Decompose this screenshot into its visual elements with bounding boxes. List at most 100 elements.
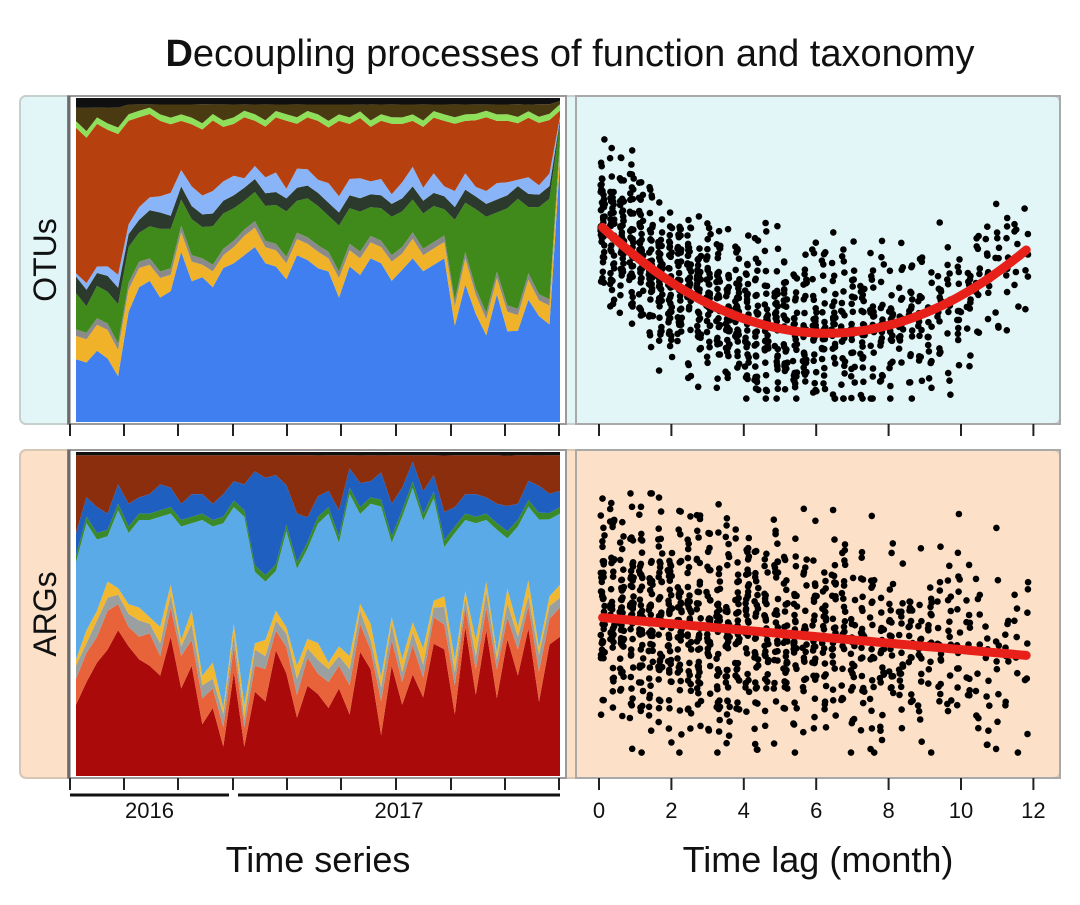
scatter-point <box>636 239 643 246</box>
scatter-point <box>735 360 743 368</box>
scatter-point <box>609 205 616 212</box>
scatter-point <box>847 615 855 623</box>
scatter-point <box>781 386 789 393</box>
scatter-point <box>665 634 673 642</box>
scatter-point <box>647 611 655 619</box>
scatter-point <box>752 609 760 617</box>
scatter-point <box>655 631 662 638</box>
scatter-point <box>628 599 636 606</box>
scatter-point <box>810 337 817 344</box>
scatter-point <box>666 294 674 301</box>
scatter-point <box>774 540 781 547</box>
scatter-point <box>828 592 836 600</box>
scatter-point <box>887 382 894 390</box>
scatter-point <box>628 503 636 511</box>
scatter-point <box>635 679 643 686</box>
scatter-point <box>753 373 761 381</box>
scatter-point <box>780 258 788 265</box>
scatter-point <box>783 658 791 666</box>
scatter-point <box>995 324 1002 331</box>
scatter-point <box>851 379 858 386</box>
scatter-point <box>713 672 721 679</box>
scatter-point <box>754 267 761 275</box>
scatter-point <box>607 303 614 310</box>
scatter-point <box>850 673 858 681</box>
scatter-point <box>607 210 614 217</box>
scatter-point <box>1015 303 1022 310</box>
scatter-point <box>849 283 856 290</box>
scatter-point <box>639 574 646 582</box>
scatter-point <box>764 332 771 339</box>
scatter-point <box>694 672 702 680</box>
scatter-point <box>771 293 778 300</box>
scatter-point <box>618 576 625 584</box>
scatter-point <box>761 247 769 255</box>
scatter-point <box>694 308 702 316</box>
scatter-point <box>674 314 682 321</box>
scatter-point <box>610 260 618 267</box>
scatter-point <box>928 269 935 276</box>
scatter-point <box>723 711 731 718</box>
scatter-point <box>772 619 780 626</box>
scatter-point <box>857 727 865 734</box>
scatter-point <box>667 591 675 599</box>
scatter-point <box>724 644 732 652</box>
scatter-point <box>801 371 809 379</box>
scatter-point <box>658 550 666 557</box>
scatter-point <box>647 559 655 566</box>
scatter-point <box>608 499 615 507</box>
scatter-point <box>694 662 702 670</box>
scatter-point <box>992 309 999 316</box>
scatter-point <box>597 512 605 519</box>
scatter-point <box>880 261 888 268</box>
scatter-point <box>771 610 778 618</box>
scatter-point <box>695 678 702 686</box>
scatter-point <box>774 379 782 386</box>
scatter-point <box>745 688 753 696</box>
scatter-point <box>667 253 674 261</box>
scatter-point <box>754 591 761 599</box>
scatter-point <box>665 697 673 704</box>
scatter-point <box>967 272 974 280</box>
scatter-point <box>783 317 791 324</box>
time-lag-tick-label: 0 <box>593 798 605 823</box>
scatter-point <box>609 688 617 695</box>
scatter-plot-frame <box>575 449 1061 779</box>
scatter-point <box>1002 698 1009 706</box>
scatter-point <box>947 593 955 600</box>
scatter-point <box>859 699 867 707</box>
scatter-point <box>722 673 729 680</box>
scatter-point <box>993 229 1001 236</box>
scatter-point <box>716 278 724 285</box>
scatter-point <box>793 395 800 402</box>
scatter-point <box>927 359 935 367</box>
scatter-point <box>601 602 608 610</box>
scatter-point <box>617 291 624 299</box>
scatter-point <box>645 313 653 320</box>
scatter-point <box>840 288 847 295</box>
scatter-point <box>637 707 645 715</box>
scatter-point <box>802 378 809 385</box>
scatter-point <box>645 675 653 682</box>
scatter-point <box>1014 240 1021 248</box>
scatter-point <box>693 556 701 564</box>
scatter-point <box>770 740 778 747</box>
scatter-point <box>898 724 906 732</box>
scatter-point <box>648 192 655 199</box>
scatter-point <box>821 613 829 621</box>
scatter-point <box>616 539 624 546</box>
scatter-point <box>627 625 634 633</box>
scatter-point <box>618 596 625 604</box>
scatter-point <box>860 378 867 386</box>
scatter-point <box>908 263 915 271</box>
scatter-point <box>994 576 1002 584</box>
scatter-point <box>955 268 963 276</box>
scatter-point <box>908 607 916 614</box>
scatter-point <box>664 642 672 650</box>
scatter-point <box>744 327 751 334</box>
scatter-point <box>734 571 742 578</box>
scatter-point <box>630 593 637 600</box>
scatter-point <box>877 377 885 385</box>
scatter-point <box>607 215 614 223</box>
scatter-point <box>889 540 897 547</box>
